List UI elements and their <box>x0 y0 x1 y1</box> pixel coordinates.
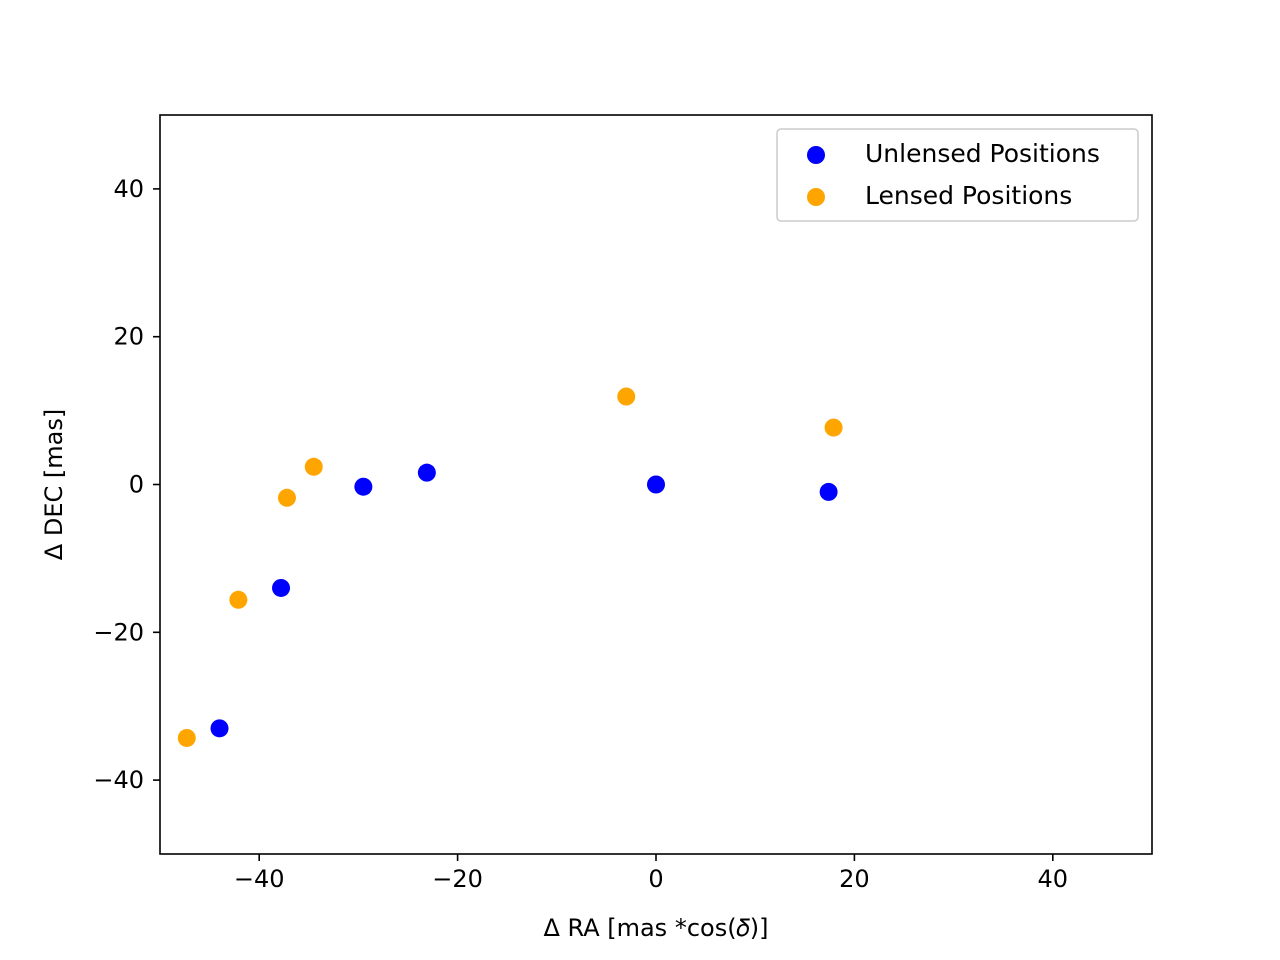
x-tick-label: −20 <box>432 865 483 893</box>
x-tick-label: 20 <box>839 865 870 893</box>
y-tick-label: −40 <box>93 766 144 794</box>
x-tick-label: 0 <box>648 865 663 893</box>
data-point-unlensed <box>647 475 665 494</box>
y-axis-label: Δ DEC [mas] <box>40 409 68 560</box>
data-point-lensed <box>617 387 636 406</box>
legend-label-unlensed: Unlensed Positions <box>865 139 1100 168</box>
data-point-lensed <box>277 488 296 507</box>
y-tick-label: 0 <box>129 471 144 499</box>
legend-label-lensed: Lensed Positions <box>865 181 1072 210</box>
plot-area-frame <box>159 114 1153 855</box>
data-point-unlensed <box>819 482 838 501</box>
data-point-lensed <box>177 728 196 747</box>
y-tick-label: 20 <box>113 323 144 351</box>
data-point-lensed <box>229 590 248 609</box>
data-point-lensed <box>304 457 323 476</box>
data-points <box>177 387 843 747</box>
legend-marker-unlensed <box>807 146 825 164</box>
legend-marker-lensed <box>807 188 825 206</box>
data-point-unlensed <box>272 578 291 597</box>
data-point-unlensed <box>354 477 373 496</box>
x-axis-label: Δ RA [mas *cos(𝛿)] <box>543 914 768 942</box>
data-point-lensed <box>824 418 843 437</box>
y-axis: −40 −20 0 20 40 <box>93 175 160 794</box>
x-tick-label: 40 <box>1038 865 1069 893</box>
legend-box <box>776 128 1139 222</box>
data-point-unlensed <box>417 463 436 482</box>
y-tick-label: 40 <box>113 175 144 203</box>
data-point-unlensed <box>210 719 229 738</box>
x-tick-label: −40 <box>234 865 285 893</box>
legend: Unlensed Positions Lensed Positions <box>776 128 1139 222</box>
y-tick-label: −20 <box>93 618 144 646</box>
x-axis: −40 −20 0 20 40 <box>234 854 1068 893</box>
